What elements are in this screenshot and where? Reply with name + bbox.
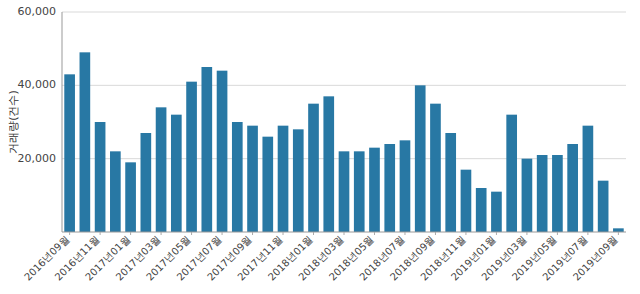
bar <box>476 188 487 232</box>
x-tick-label: 2019년09월 <box>571 234 620 283</box>
bar <box>171 115 182 232</box>
bar <box>598 181 609 232</box>
x-tick <box>344 232 345 235</box>
bar <box>522 159 533 232</box>
x-tick <box>161 232 162 235</box>
bar <box>369 148 380 232</box>
bar <box>613 228 624 232</box>
bar <box>64 74 75 232</box>
bar <box>567 144 578 232</box>
bar <box>308 104 319 232</box>
x-axis: 2016년09월2016년11월2017년01월2017년03월2017년05월… <box>22 232 626 283</box>
bar <box>125 162 136 232</box>
x-tick <box>100 232 101 235</box>
chart-svg: 20,000 40,000 60,000 거래량(건수) 2016년09월2016년11… <box>0 0 640 294</box>
bar <box>186 82 197 232</box>
bar <box>491 192 502 232</box>
y-tick-label: 40,000 <box>18 78 57 91</box>
bar <box>430 104 441 232</box>
y-tick-label: 60,000 <box>18 5 57 18</box>
chart-container: 20,000 40,000 60,000 거래량(건수) 2016년09월2016년11… <box>0 0 640 294</box>
bars <box>64 52 623 232</box>
x-tick <box>587 232 588 235</box>
bar <box>354 151 365 232</box>
bar <box>278 126 289 232</box>
x-tick <box>252 232 253 235</box>
y-axis: 20,000 40,000 60,000 <box>18 5 627 232</box>
x-tick <box>130 232 131 235</box>
x-tick <box>526 232 527 235</box>
bar <box>217 71 228 232</box>
x-tick <box>191 232 192 235</box>
grid-line <box>62 85 626 86</box>
bar <box>506 115 517 232</box>
bar <box>80 52 91 232</box>
x-tick <box>465 232 466 235</box>
bar <box>156 107 167 232</box>
bar <box>262 137 273 232</box>
grid-line <box>62 12 626 13</box>
bar <box>247 126 258 232</box>
bar <box>323 96 334 232</box>
x-tick <box>374 232 375 235</box>
y-axis-title: 거래량(건수) <box>7 90 20 154</box>
bar <box>583 126 594 232</box>
x-tick <box>313 232 314 235</box>
bar <box>384 144 395 232</box>
bar <box>537 155 548 232</box>
x-tick <box>435 232 436 235</box>
bar <box>400 140 411 232</box>
y-tick-label: 20,000 <box>18 152 57 165</box>
x-tick <box>69 232 70 235</box>
bar <box>552 155 563 232</box>
x-tick <box>496 232 497 235</box>
bar <box>232 122 243 232</box>
x-tick <box>618 232 619 235</box>
bar <box>339 151 350 232</box>
x-tick <box>404 232 405 235</box>
x-tick <box>557 232 558 235</box>
x-tick <box>222 232 223 235</box>
bar <box>201 67 212 232</box>
bar <box>293 129 304 232</box>
bar <box>445 133 456 232</box>
x-tick <box>283 232 284 235</box>
y-axis-line <box>62 12 63 232</box>
bar <box>415 85 426 232</box>
bar <box>110 151 121 232</box>
bar <box>461 170 472 232</box>
bar <box>141 133 152 232</box>
bar <box>95 122 106 232</box>
